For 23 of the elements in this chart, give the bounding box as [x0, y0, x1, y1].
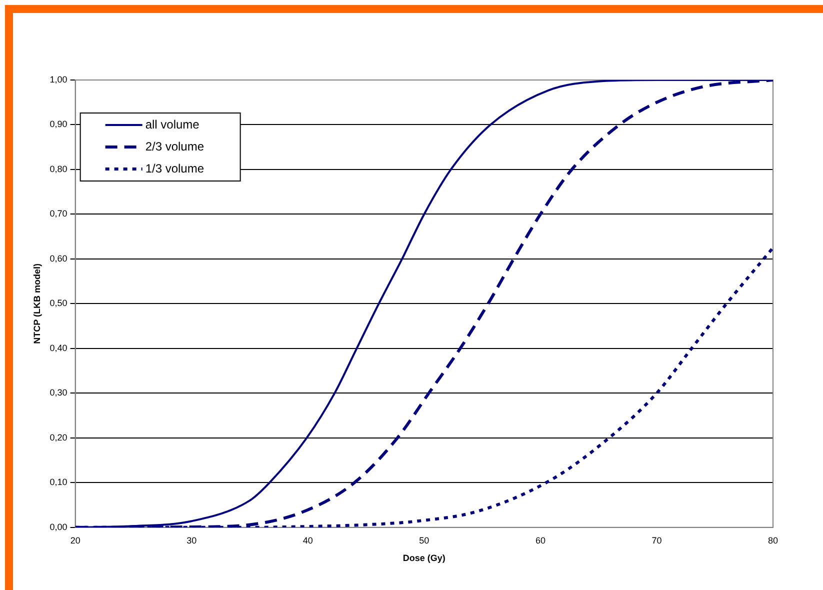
x-axis-title: Dose (Gy)	[402, 553, 446, 564]
y-axis-title: NTCP (LKB model)	[32, 264, 42, 344]
legend-label: 1/3 volume	[145, 161, 204, 176]
y-tick-label: 0,30	[50, 388, 68, 398]
x-tick-label: 40	[302, 535, 313, 546]
y-tick-label: 0,50	[50, 298, 68, 308]
x-tick-label: 20	[70, 535, 80, 546]
y-tick-label: 0,80	[50, 164, 68, 174]
x-tick-label: 50	[419, 535, 430, 546]
x-tick-label: 60	[535, 535, 546, 546]
x-tick-label: 80	[768, 535, 778, 546]
y-tick-label: 0,90	[50, 119, 68, 130]
y-tick-label: 0,20	[50, 432, 68, 442]
y-tick-label: 0,00	[50, 522, 68, 532]
y-tick-label: 0,60	[50, 253, 68, 264]
y-tick-label: 0,70	[50, 208, 68, 219]
x-tick-label: 30	[186, 535, 197, 546]
y-tick-label: 0,40	[50, 342, 68, 353]
y-tick-label: 0,10	[50, 477, 68, 488]
legend-label: all volume	[145, 117, 200, 132]
legend-label: 2/3 volume	[145, 139, 204, 154]
x-tick-label: 70	[652, 535, 662, 546]
y-tick-label: 1,00	[50, 74, 68, 84]
